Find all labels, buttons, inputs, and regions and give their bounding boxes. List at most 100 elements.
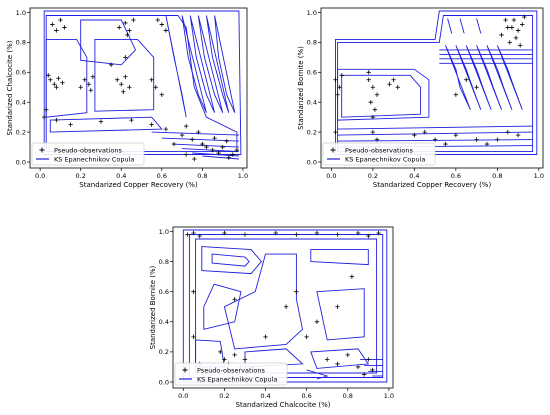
data-point (90, 74, 96, 79)
y-tick-label: 0.6 (159, 288, 169, 296)
data-point (218, 349, 223, 355)
contour-line (476, 45, 502, 110)
plot-frame (29, 7, 248, 169)
data-point (509, 25, 515, 30)
data-point (505, 129, 510, 135)
data-point (78, 85, 83, 90)
chart-panel-2: 0.0 0.2 0.4 0.6 0.8 1.0 0.0 0.2 0.4 0.6 0.8 1.0 Stan… (297, 7, 544, 189)
data-point (503, 17, 508, 23)
contour-line (306, 369, 329, 380)
data-point (335, 304, 340, 309)
data-point (88, 88, 94, 93)
data-point (374, 92, 380, 97)
contour-line (211, 253, 250, 267)
data-point (374, 137, 380, 142)
contour-line (197, 15, 224, 113)
y-tick-label: 0.8 (159, 258, 169, 266)
contour-line (486, 45, 513, 110)
data-point (273, 230, 279, 236)
data-point (155, 17, 160, 23)
data-point (41, 114, 47, 120)
contour-line (205, 15, 230, 113)
data-point (453, 92, 459, 97)
data-point (220, 144, 225, 150)
data-point (190, 137, 195, 142)
data-point (513, 35, 519, 41)
data-point (56, 76, 61, 81)
data-point (108, 62, 114, 68)
data-point (335, 232, 340, 237)
y-axis-label: Standarized Bornite (%) (297, 46, 305, 130)
legend-label: KS Epanechnikov Copula (345, 155, 425, 163)
x-tick-label: 0.0 (35, 172, 45, 180)
data-point (179, 132, 185, 138)
data-point (376, 230, 381, 236)
data-point (234, 147, 240, 153)
data-point (54, 117, 59, 123)
data-point (474, 85, 479, 90)
data-point (230, 152, 236, 157)
data-point (123, 55, 128, 60)
x-axis-label: Standarized Copper Recovery (%) (373, 181, 492, 189)
y-axis-label: Standarized Chalcocite (%) (6, 40, 14, 135)
contour-line (181, 15, 207, 113)
y-tick-label: 0.8 (307, 39, 317, 47)
data-point (355, 364, 361, 370)
contour-line (192, 152, 239, 157)
data-point (304, 334, 309, 340)
data-point (294, 289, 299, 294)
y-tick-label: 0.0 (16, 158, 26, 166)
x-tick-label: 0.4 (260, 392, 270, 400)
ks-copula-contours (335, 10, 538, 155)
data-point (412, 132, 417, 138)
x-tick-label: 0.2 (219, 392, 229, 400)
data-point (370, 367, 375, 373)
data-point (283, 304, 289, 309)
contour-line (476, 18, 482, 34)
data-point (222, 357, 227, 362)
data-point (366, 357, 371, 362)
legend-label: KS Epanechnikov Copula (54, 155, 134, 163)
data-point (191, 334, 196, 340)
contour-line (151, 131, 239, 136)
contour-line (335, 10, 538, 155)
data-point (325, 357, 330, 362)
data-point (222, 230, 227, 236)
contour-line (203, 283, 242, 330)
data-point (314, 319, 320, 324)
plot-frame (320, 7, 544, 169)
plot-frame (172, 226, 394, 389)
contour-line (214, 15, 236, 113)
y-tick-label: 0.6 (307, 69, 317, 77)
data-point (171, 141, 177, 147)
data-point (294, 232, 299, 237)
contour-line (223, 253, 303, 350)
contour-line (43, 10, 242, 155)
data-point (339, 73, 344, 78)
contour-line (201, 246, 262, 275)
contour-line (496, 45, 523, 110)
contour-line (202, 155, 239, 160)
data-point (196, 129, 201, 135)
x-tick-label: 0.4 (409, 172, 419, 180)
data-point (191, 289, 196, 294)
data-point (183, 152, 189, 157)
data-point (499, 32, 504, 38)
legend-label: Pseudo-observations (345, 146, 413, 154)
data-point (200, 141, 205, 147)
data-point (191, 230, 196, 236)
data-point (117, 25, 122, 30)
x-axis-label: Standarized Copper Recovery (%) (79, 181, 198, 189)
data-point (54, 85, 59, 90)
data-point (464, 77, 469, 82)
data-point (515, 132, 521, 138)
data-point (335, 361, 340, 367)
data-point (505, 25, 510, 30)
x-tick-label: 0.8 (492, 172, 502, 180)
contour-line (45, 38, 88, 118)
data-point (366, 233, 371, 239)
y-tick-label: 1.0 (16, 9, 26, 17)
data-point (115, 77, 120, 82)
